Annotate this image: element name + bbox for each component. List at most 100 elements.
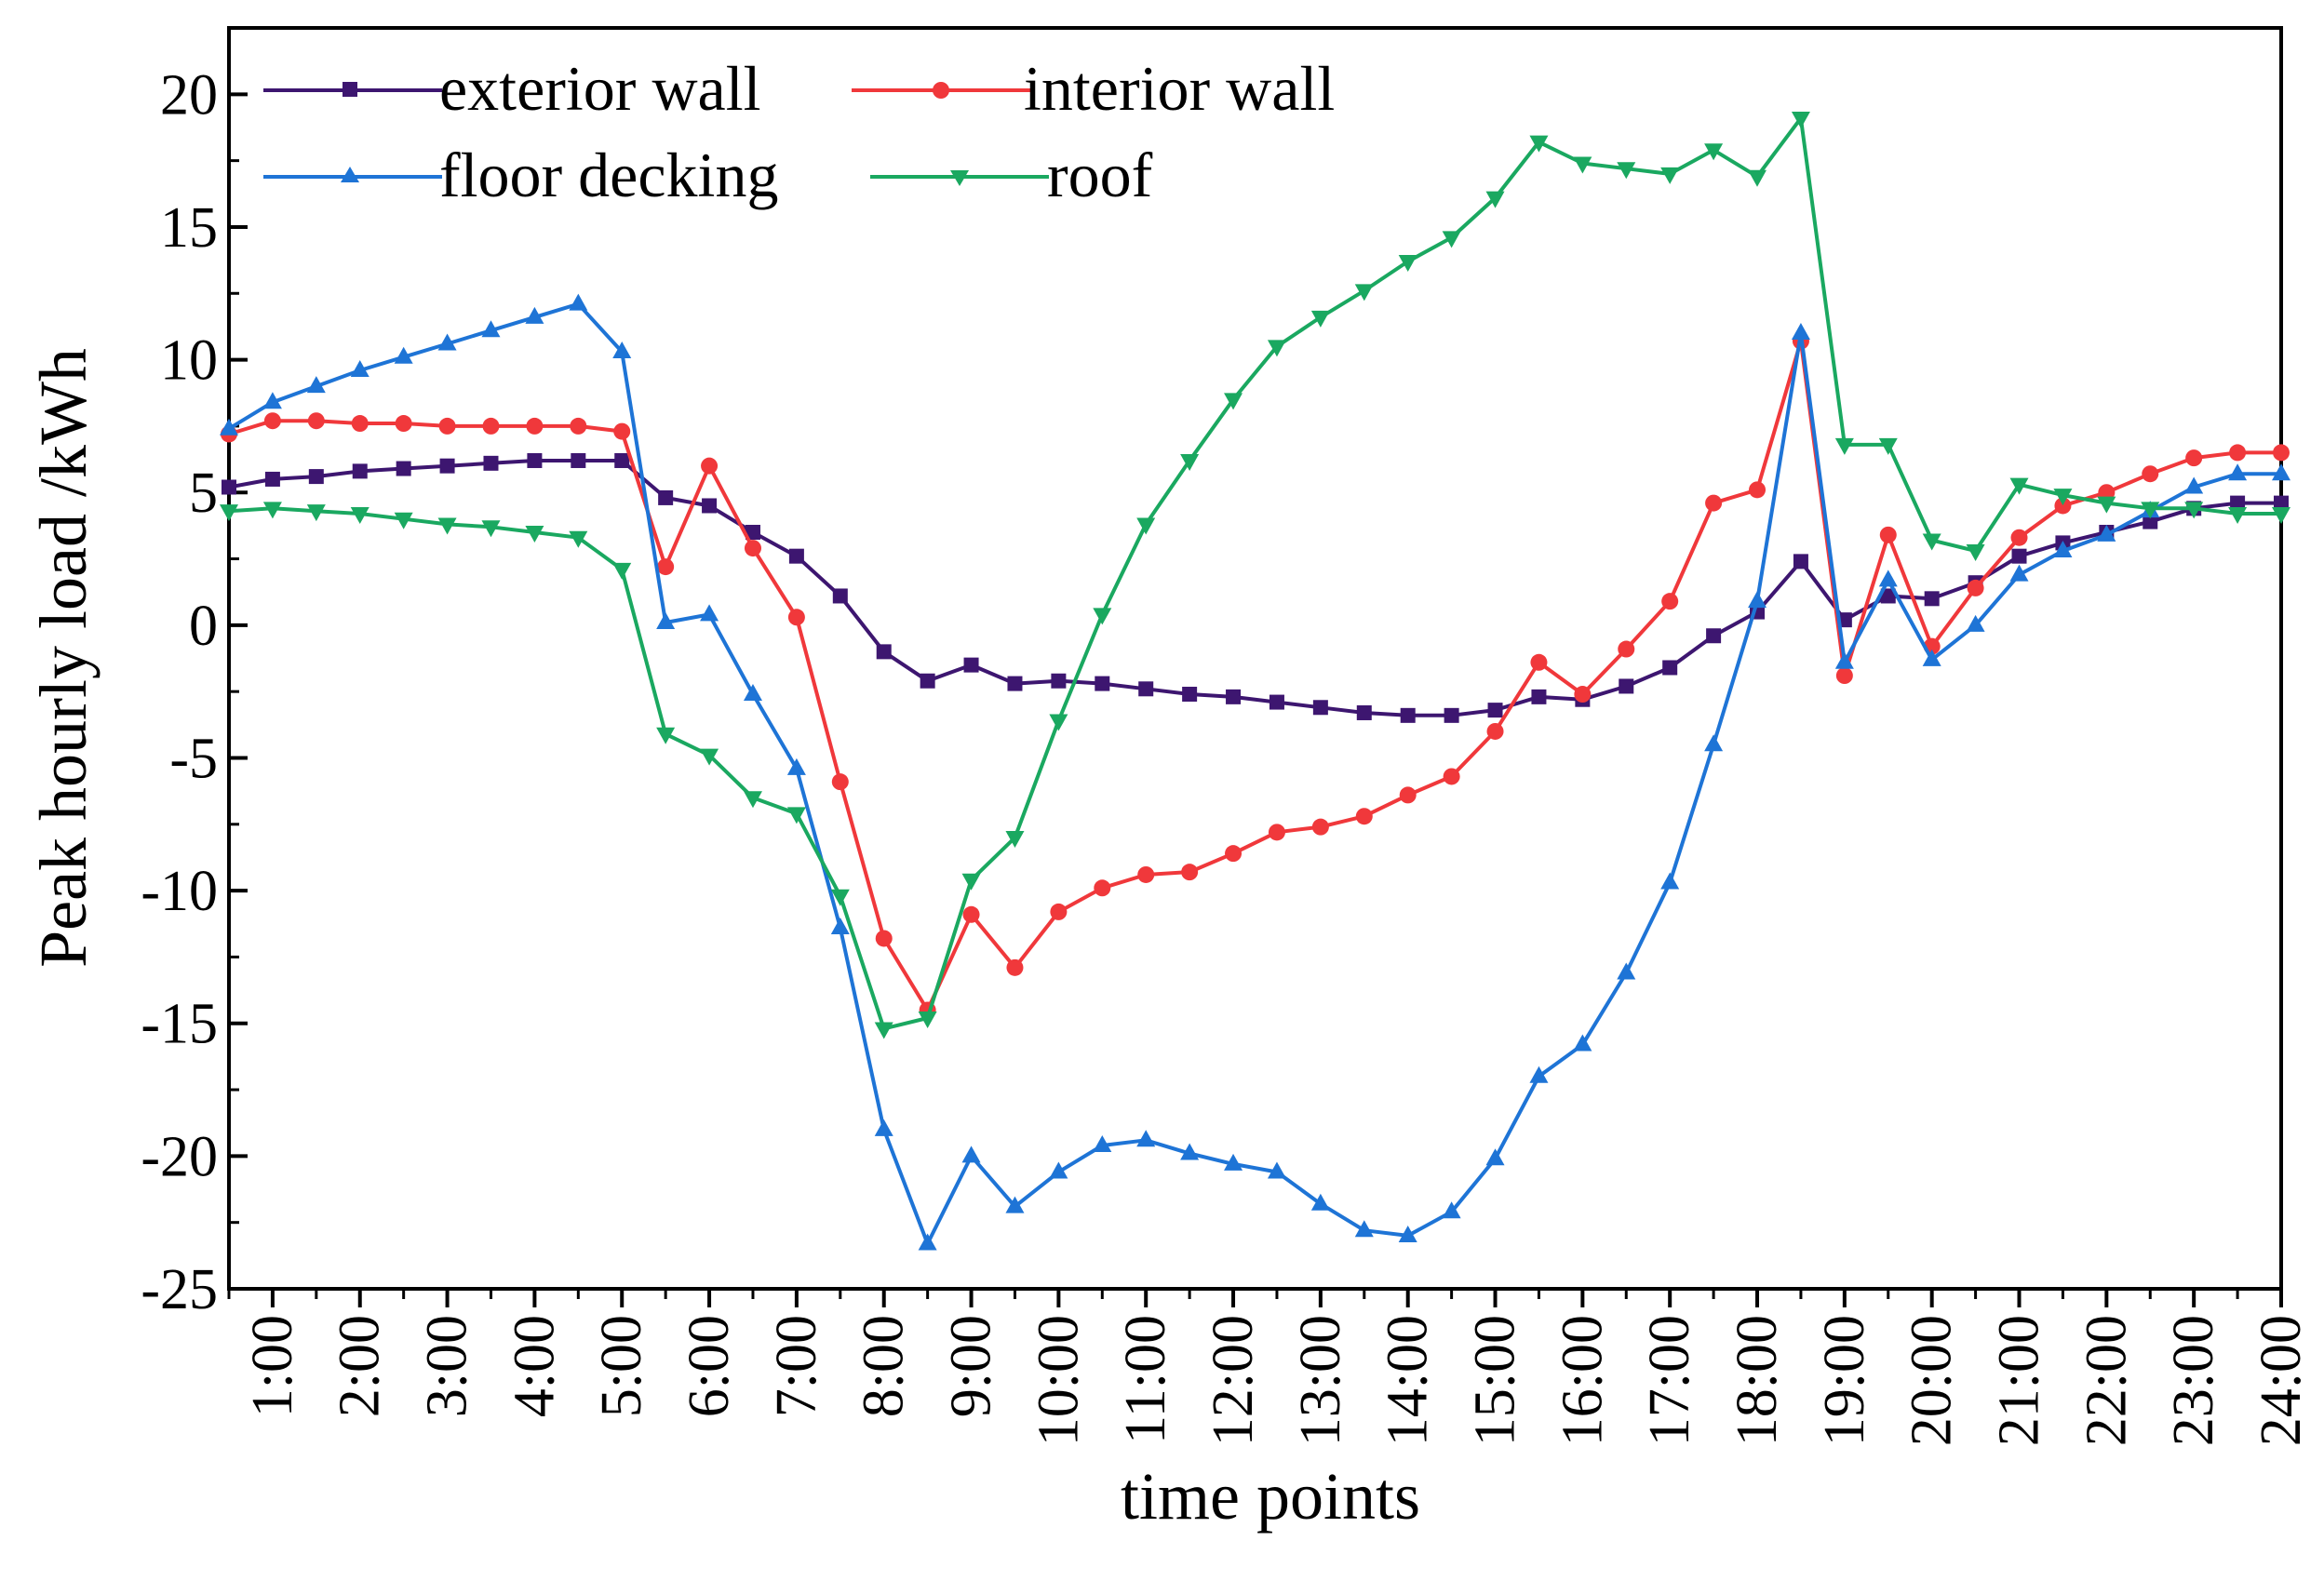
data-point <box>2009 477 2029 495</box>
data-point <box>2141 502 2160 519</box>
data-point <box>2229 444 2247 462</box>
data-point <box>1180 453 1200 471</box>
data-point <box>1354 284 1374 301</box>
data-point <box>786 757 806 775</box>
data-point <box>743 791 762 809</box>
data-point <box>1398 255 1417 273</box>
data-point <box>2053 489 2073 506</box>
legend: exterior wall interior wall floor deckin… <box>263 53 1335 210</box>
data-point <box>2009 564 2029 582</box>
data-point <box>1182 687 1198 703</box>
series-line-floor-decking <box>227 301 2281 1246</box>
x-tick-label: 19:00 <box>1813 1315 1876 1446</box>
data-point <box>2142 465 2159 483</box>
data-point <box>1267 1161 1286 1179</box>
data-point <box>2230 495 2246 511</box>
legend-item-roof: roof <box>870 140 1153 210</box>
data-point <box>1444 707 1459 723</box>
data-point <box>1834 437 1854 455</box>
data-point <box>1005 831 1025 849</box>
data-point <box>1791 323 1810 341</box>
y-tick-label: -5 <box>169 727 218 790</box>
legend-marker-roof <box>950 170 969 186</box>
data-point <box>1049 714 1068 731</box>
data-point <box>1225 845 1243 863</box>
data-point <box>702 498 718 514</box>
data-point <box>2184 476 2204 494</box>
data-point <box>830 889 850 906</box>
series-roof <box>220 111 2290 1039</box>
data-point <box>526 417 544 435</box>
data-point <box>220 418 238 435</box>
x-axis-title: time points <box>1121 1459 1420 1534</box>
series-line-interior-wall <box>228 339 2281 1012</box>
data-point <box>1661 593 1679 610</box>
y-tick-label: 20 <box>160 63 218 127</box>
data-point <box>262 392 282 409</box>
legend-label-roof: roof <box>1047 140 1153 210</box>
data-point <box>1138 681 1154 697</box>
x-tick-label: 10:00 <box>1027 1315 1090 1446</box>
data-point <box>2010 529 2028 546</box>
data-point <box>874 1119 893 1136</box>
data-point <box>830 918 850 935</box>
data-point <box>962 905 980 923</box>
data-point <box>1617 162 1636 180</box>
x-tick-label: 5:00 <box>590 1315 653 1417</box>
x-tick-label: 12:00 <box>1202 1315 1265 1446</box>
data-point <box>1224 1153 1243 1171</box>
data-point <box>1093 608 1112 625</box>
data-point <box>1878 437 1898 455</box>
data-point <box>483 455 499 471</box>
data-point <box>1573 1034 1592 1052</box>
data-point <box>1922 649 1941 666</box>
data-point <box>1095 676 1110 691</box>
data-point <box>2228 507 2248 525</box>
data-point <box>1749 481 1767 499</box>
data-point <box>306 376 326 394</box>
data-point <box>961 873 981 891</box>
data-point <box>2184 502 2204 519</box>
data-point <box>656 727 676 744</box>
data-point <box>612 342 632 359</box>
data-point <box>1704 143 1724 161</box>
data-point <box>1529 1065 1549 1083</box>
data-point <box>222 479 236 495</box>
data-point <box>1180 1143 1200 1160</box>
data-point <box>1181 864 1199 881</box>
legend-marker-interior-wall <box>933 82 949 99</box>
data-point <box>1007 676 1023 691</box>
legend-marker-floor-decking <box>341 167 359 182</box>
data-point <box>918 1012 937 1029</box>
data-point <box>1748 169 1767 187</box>
x-tick-label: 11:00 <box>1114 1315 1177 1444</box>
data-point <box>1705 494 1723 512</box>
data-point <box>961 1146 981 1163</box>
data-point <box>437 517 457 535</box>
data-point <box>482 417 500 435</box>
data-point <box>876 644 892 660</box>
data-point <box>306 504 326 522</box>
series-line-roof <box>228 116 2281 1031</box>
data-point <box>570 417 587 435</box>
data-point <box>1706 628 1722 644</box>
data-point <box>351 415 369 433</box>
data-point <box>1619 678 1634 694</box>
x-tick-label: 2:00 <box>329 1315 392 1417</box>
data-point <box>220 504 238 522</box>
data-point <box>439 458 455 474</box>
data-point <box>1355 808 1373 825</box>
y-axis-ticks: -25 -20 -15 -10 -5 0 5 10 15 20 <box>141 63 248 1321</box>
data-point <box>396 461 411 476</box>
x-tick-label: 24:00 <box>2250 1315 2313 1446</box>
data-point <box>1748 591 1767 609</box>
data-point <box>1966 614 1985 632</box>
data-point <box>1662 660 1678 676</box>
plot-frame <box>227 26 2283 1291</box>
y-tick-label: -15 <box>141 993 218 1056</box>
data-point <box>1573 156 1592 174</box>
data-point <box>1050 903 1068 920</box>
x-tick-label: 4:00 <box>503 1315 566 1417</box>
data-point <box>1136 1130 1156 1147</box>
